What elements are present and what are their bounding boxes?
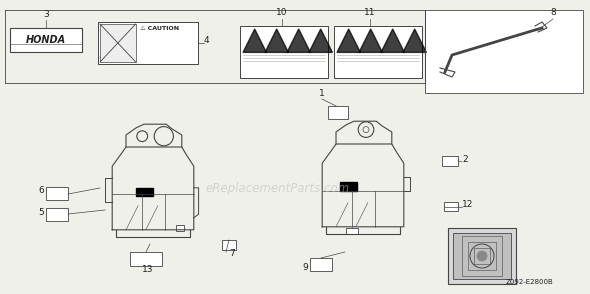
Text: 6: 6 [38,186,44,195]
Text: ⚠ CAUTION: ⚠ CAUTION [140,26,179,31]
Bar [340,182,357,191]
Bar [453,233,511,279]
Bar [130,252,162,266]
Polygon shape [337,29,360,52]
Text: 2: 2 [462,155,468,164]
Text: 10: 10 [276,8,288,17]
Bar [468,242,496,270]
Text: Z092-E2800B: Z092-E2800B [506,279,554,285]
Bar [136,188,153,196]
Text: 7: 7 [229,249,235,258]
Bar [425,10,583,93]
Bar [46,208,68,221]
Text: 11: 11 [364,8,376,17]
Text: 1: 1 [319,89,325,98]
Text: 3: 3 [43,10,49,19]
Text: 12: 12 [462,200,473,209]
Bar [100,24,136,62]
Bar [176,225,184,231]
Text: eReplacementParts.com: eReplacementParts.com [206,181,350,195]
Bar [310,258,332,271]
Polygon shape [381,29,404,52]
Bar [334,26,422,78]
Bar [462,236,502,276]
Text: HONDA: HONDA [26,35,66,45]
Bar [10,28,82,52]
Bar [448,228,516,284]
Polygon shape [403,29,427,52]
Text: 8: 8 [550,8,556,17]
Text: 4: 4 [204,36,209,45]
Text: 5: 5 [38,208,44,217]
Polygon shape [359,29,382,52]
Bar [328,106,348,119]
Bar [442,156,458,166]
Bar [346,228,358,234]
Text: 9: 9 [302,263,308,272]
Bar [240,26,328,78]
Bar [222,240,236,250]
Bar [98,22,198,64]
Bar [444,202,458,211]
Polygon shape [309,29,332,52]
Bar [474,248,490,264]
Text: 13: 13 [142,265,154,274]
Polygon shape [287,29,310,52]
Circle shape [477,251,487,261]
Polygon shape [265,29,289,52]
Bar [46,187,68,200]
Polygon shape [243,29,267,52]
